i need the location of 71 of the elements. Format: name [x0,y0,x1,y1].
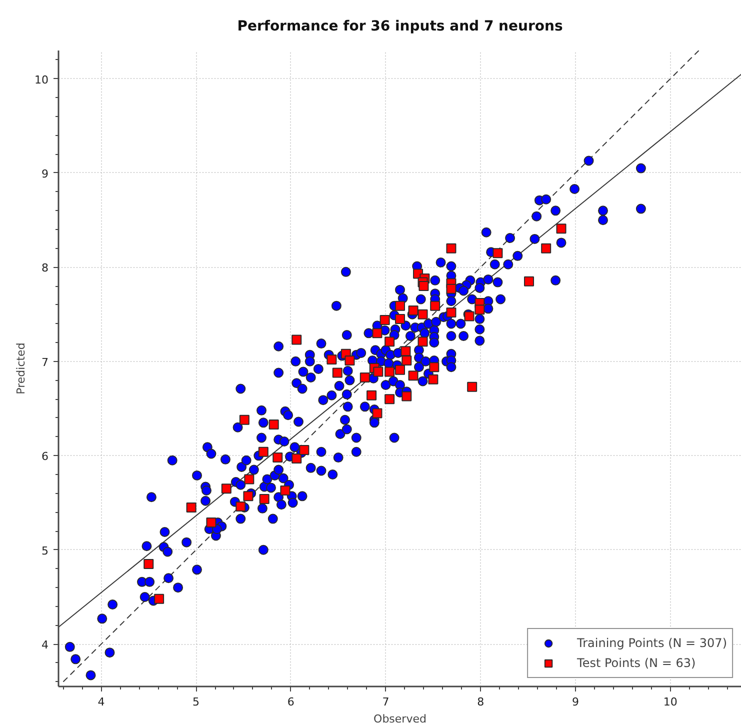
point [292,334,302,345]
point [292,453,302,464]
point [259,494,270,504]
y-axis-title: Predicted [14,342,28,394]
point [280,486,290,496]
point [395,314,405,324]
y-tick-label: 7 [42,356,48,369]
point [236,502,246,512]
x-tick-label: 7 [382,696,390,708]
point [446,284,456,294]
point [395,300,405,311]
point [380,314,390,325]
y-tick-label: 5 [42,544,48,558]
point [430,300,440,311]
point [326,354,337,365]
point [492,248,503,258]
point [402,355,412,366]
point [366,390,377,400]
point [372,408,382,418]
legend-label: Training Points (N = 307) [577,635,727,652]
point [408,370,418,381]
x-tick-label: 8 [477,696,484,708]
point [402,391,412,402]
point [418,309,428,320]
point [428,374,438,384]
point [144,559,154,570]
legend-label: Test Points (N = 63) [577,655,696,672]
chart-title: Performance for 36 inputs and 7 neurons [237,18,563,34]
point [384,394,395,404]
point [446,243,456,254]
x-tick-label: 6 [287,696,294,708]
point [418,281,429,292]
point [258,446,268,457]
point [400,346,411,356]
point [186,502,196,512]
point [429,362,440,372]
y-tick-label: 8 [42,262,48,275]
point [243,491,254,502]
point [372,328,382,338]
point [556,224,566,234]
point [154,594,164,604]
y-tick-label: 4 [42,638,48,652]
point [467,382,478,392]
point [360,372,370,382]
point [395,364,405,375]
point [272,452,283,463]
y-tick-label: 6 [42,450,48,464]
x-tick-label: 9 [572,696,579,708]
x-tick-label: 5 [192,696,200,708]
point [418,336,428,347]
point [268,420,279,430]
x-tick-label: 10 [663,696,678,708]
point [344,355,355,366]
point [299,445,310,455]
point [384,336,395,347]
point [239,414,250,425]
y-tick-label: 10 [34,73,49,86]
x-axis-title: Observed [374,712,426,726]
point [474,304,485,315]
y-tick-label: 9 [42,167,48,180]
point [541,243,552,254]
point [408,306,418,316]
point [373,366,384,377]
point [524,276,534,286]
point [446,307,456,318]
point [244,474,254,484]
point [221,484,232,494]
x-tick-label: 4 [98,696,105,708]
point [206,518,216,528]
point [332,368,342,378]
point [384,366,395,377]
